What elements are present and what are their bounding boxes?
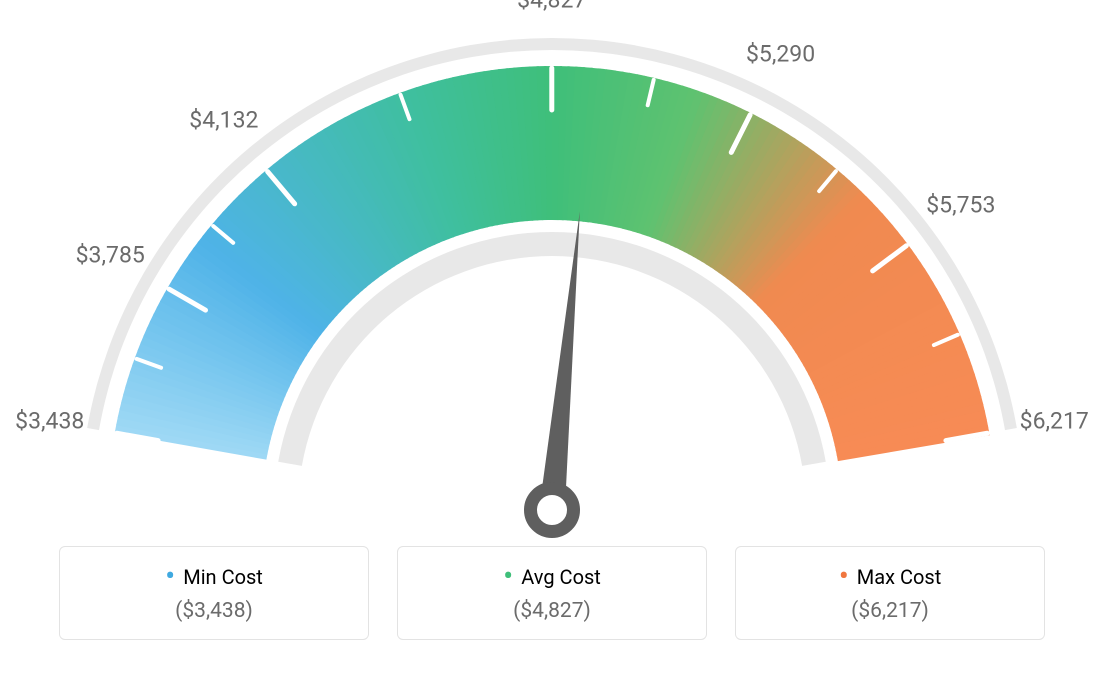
legend-title-max: • Max Cost [746,565,1034,589]
legend-title-avg: • Avg Cost [408,565,696,589]
legend-title-text: Avg Cost [521,565,601,589]
legend-title-text: Min Cost [183,565,263,589]
gauge-tick-label: $5,290 [746,41,815,68]
dot-icon: • [165,559,175,594]
gauge-chart: $3,438 $3,785 $4,132 $4,827 $5,290 $5,753 $6,2… [0,0,1104,540]
legend-value-min: ($3,438) [70,599,358,623]
gauge-tick-label: $4,132 [189,106,258,133]
gauge-tick-label: $3,785 [76,242,145,269]
legend-card-min: • Min Cost ($3,438) [59,546,369,640]
legend-value-avg: ($4,827) [408,599,696,623]
legend-title-text: Max Cost [857,565,942,589]
gauge-svg [0,0,1104,540]
gauge-tick-label: $5,753 [926,192,995,219]
dot-icon: • [839,559,849,594]
gauge-tick-label: $3,438 [15,408,84,435]
legend-row: • Min Cost ($3,438) • Avg Cost ($4,827) … [0,546,1104,640]
gauge-tick-label: $6,217 [1020,408,1089,435]
legend-title-min: • Min Cost [70,565,358,589]
legend-card-avg: • Avg Cost ($4,827) [397,546,707,640]
legend-value-max: ($6,217) [746,599,1034,623]
legend-card-max: • Max Cost ($6,217) [735,546,1045,640]
gauge-tick-label: $4,827 [517,0,586,14]
dot-icon: • [503,559,513,594]
